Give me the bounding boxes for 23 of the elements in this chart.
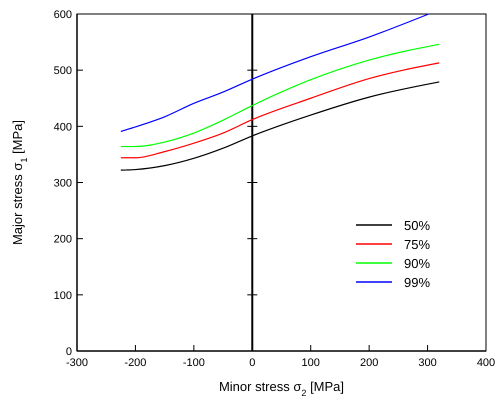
y-tick-label: 400 [54,121,72,134]
y-tick-label: 200 [54,234,72,246]
x-tick-label: 400 [476,357,496,369]
legend-label: 50% [404,218,430,233]
y-tick-label: 300 [54,178,72,190]
x-tick-label: 100 [302,357,320,369]
x-tick-label: -100 [182,357,205,369]
y-tick-label: 500 [54,65,72,78]
x-tick-label: 300 [418,357,437,369]
x-tick-label: -200 [124,357,146,369]
legend-label: 75% [404,237,430,252]
y-tick-label: 0 [66,346,72,358]
line-series [120,62,440,158]
x-tick-label: 200 [360,357,378,369]
x-axis-title: Minor stress σ$_{2}$ [MPa] [218,379,344,398]
line-series [120,13,430,132]
x-tick-label: -300 [66,357,88,369]
line-series [120,44,440,148]
legend-label: 99% [404,275,430,290]
y-tick-label: 100 [54,290,72,302]
y-tick-label: 600 [54,9,72,21]
legend-label: 90% [404,256,430,271]
x-tick-label: 0 [249,357,256,369]
